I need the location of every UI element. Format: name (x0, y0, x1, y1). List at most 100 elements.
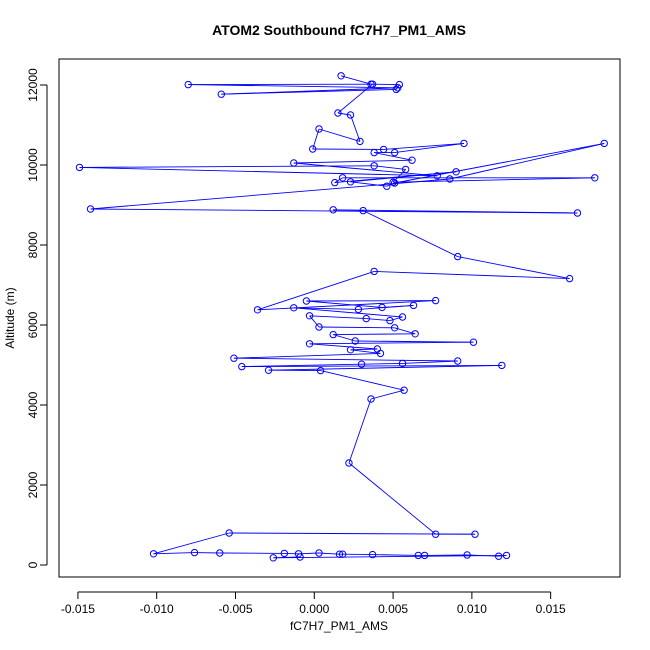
series-line-segment (153, 552, 195, 555)
x-tick-label: 0.015 (536, 602, 566, 616)
data-point (390, 324, 399, 332)
x-tick-label: 0.010 (457, 602, 487, 616)
data-point (346, 178, 355, 186)
series-line-segment (241, 364, 502, 368)
series-line-segment (306, 300, 383, 308)
data-point (398, 313, 407, 321)
data-point (494, 552, 503, 560)
series-line-segment (402, 360, 458, 364)
data-point (433, 172, 441, 180)
data-point (368, 550, 377, 559)
series-line-segment (350, 349, 381, 354)
data-point (469, 338, 478, 346)
series-line-segment (394, 142, 605, 184)
data-point (290, 159, 298, 167)
x-tick-label: -0.015 (61, 602, 95, 616)
data-point (409, 301, 418, 310)
series-line-segment (309, 343, 378, 350)
data-point (269, 554, 278, 562)
data-point (362, 314, 370, 323)
series-line-segment (350, 114, 361, 142)
data-point (379, 145, 388, 154)
data-point (335, 550, 344, 558)
data-point (216, 549, 224, 557)
data-point (376, 349, 385, 358)
y-tick-label: 4000 (26, 391, 40, 418)
data-point (315, 125, 323, 133)
series-line-segment (257, 270, 375, 311)
x-tick-label: 0.005 (378, 602, 408, 616)
series-line-segment (293, 162, 438, 177)
data-point (225, 529, 233, 537)
data-points-group (75, 72, 608, 562)
series-line-segment (309, 315, 320, 328)
data-point (334, 109, 342, 117)
data-point (573, 209, 582, 217)
series-line-segment (221, 87, 398, 95)
data-point (591, 174, 599, 182)
data-point (302, 297, 311, 305)
series-line-segment (233, 357, 458, 362)
data-point (431, 296, 440, 305)
data-point (394, 84, 402, 92)
data-point (331, 178, 339, 187)
y-axis: 0 2000 4000 6000 8000 10000 12000 (26, 68, 48, 568)
series-line-segment (383, 142, 465, 150)
data-point (498, 361, 506, 370)
series-line-segment (340, 75, 372, 85)
series-line-segment (334, 177, 343, 183)
series-line-segment (374, 165, 406, 170)
y-tick-label: 0 (26, 561, 40, 568)
data-point (280, 549, 289, 558)
data-point (460, 139, 468, 148)
data-point (190, 548, 199, 557)
series-line-segment (370, 389, 405, 400)
series-line-segment (348, 462, 436, 535)
data-point (217, 90, 226, 98)
series-line-segment (333, 209, 578, 214)
x-tick-label: -0.010 (140, 602, 174, 616)
data-point (345, 459, 353, 467)
series-line-segment (366, 318, 390, 322)
series-line-segment (374, 152, 413, 161)
data-point (367, 395, 375, 403)
series-line-segment (393, 177, 595, 183)
series-line-segment (79, 165, 375, 168)
data-point (346, 111, 355, 119)
data-point (296, 553, 304, 561)
series-line-segment (273, 554, 507, 559)
series-line-segment (188, 84, 398, 89)
data-point (309, 145, 317, 153)
data-point (316, 366, 325, 375)
data-point (378, 303, 386, 312)
series-line-segment (333, 209, 364, 212)
series-line-segment (350, 181, 387, 187)
data-point (238, 362, 246, 371)
data-point (305, 312, 314, 320)
data-point (253, 306, 262, 314)
series-line-segment (293, 307, 359, 310)
y-tick-label: 10000 (26, 148, 40, 182)
series-line-segment (153, 532, 230, 555)
series-line-segment (257, 300, 436, 311)
data-point (354, 305, 363, 314)
data-point (398, 359, 407, 368)
data-point (463, 551, 471, 559)
data-point (86, 205, 95, 213)
series-line-segment (318, 128, 361, 142)
data-point (149, 550, 158, 558)
series-line-segment (229, 532, 476, 535)
data-point (390, 179, 399, 187)
x-tick-label: -0.005 (218, 602, 252, 616)
x-axis-label: fC7H7_PM1_AMS (290, 619, 388, 633)
data-point (502, 551, 511, 560)
data-point (452, 168, 460, 176)
data-point (356, 137, 364, 146)
series-line-segment (337, 83, 373, 114)
data-point (370, 148, 378, 157)
series-line-segment (457, 256, 570, 280)
series-line-segment (372, 554, 419, 556)
data-point (600, 139, 608, 148)
